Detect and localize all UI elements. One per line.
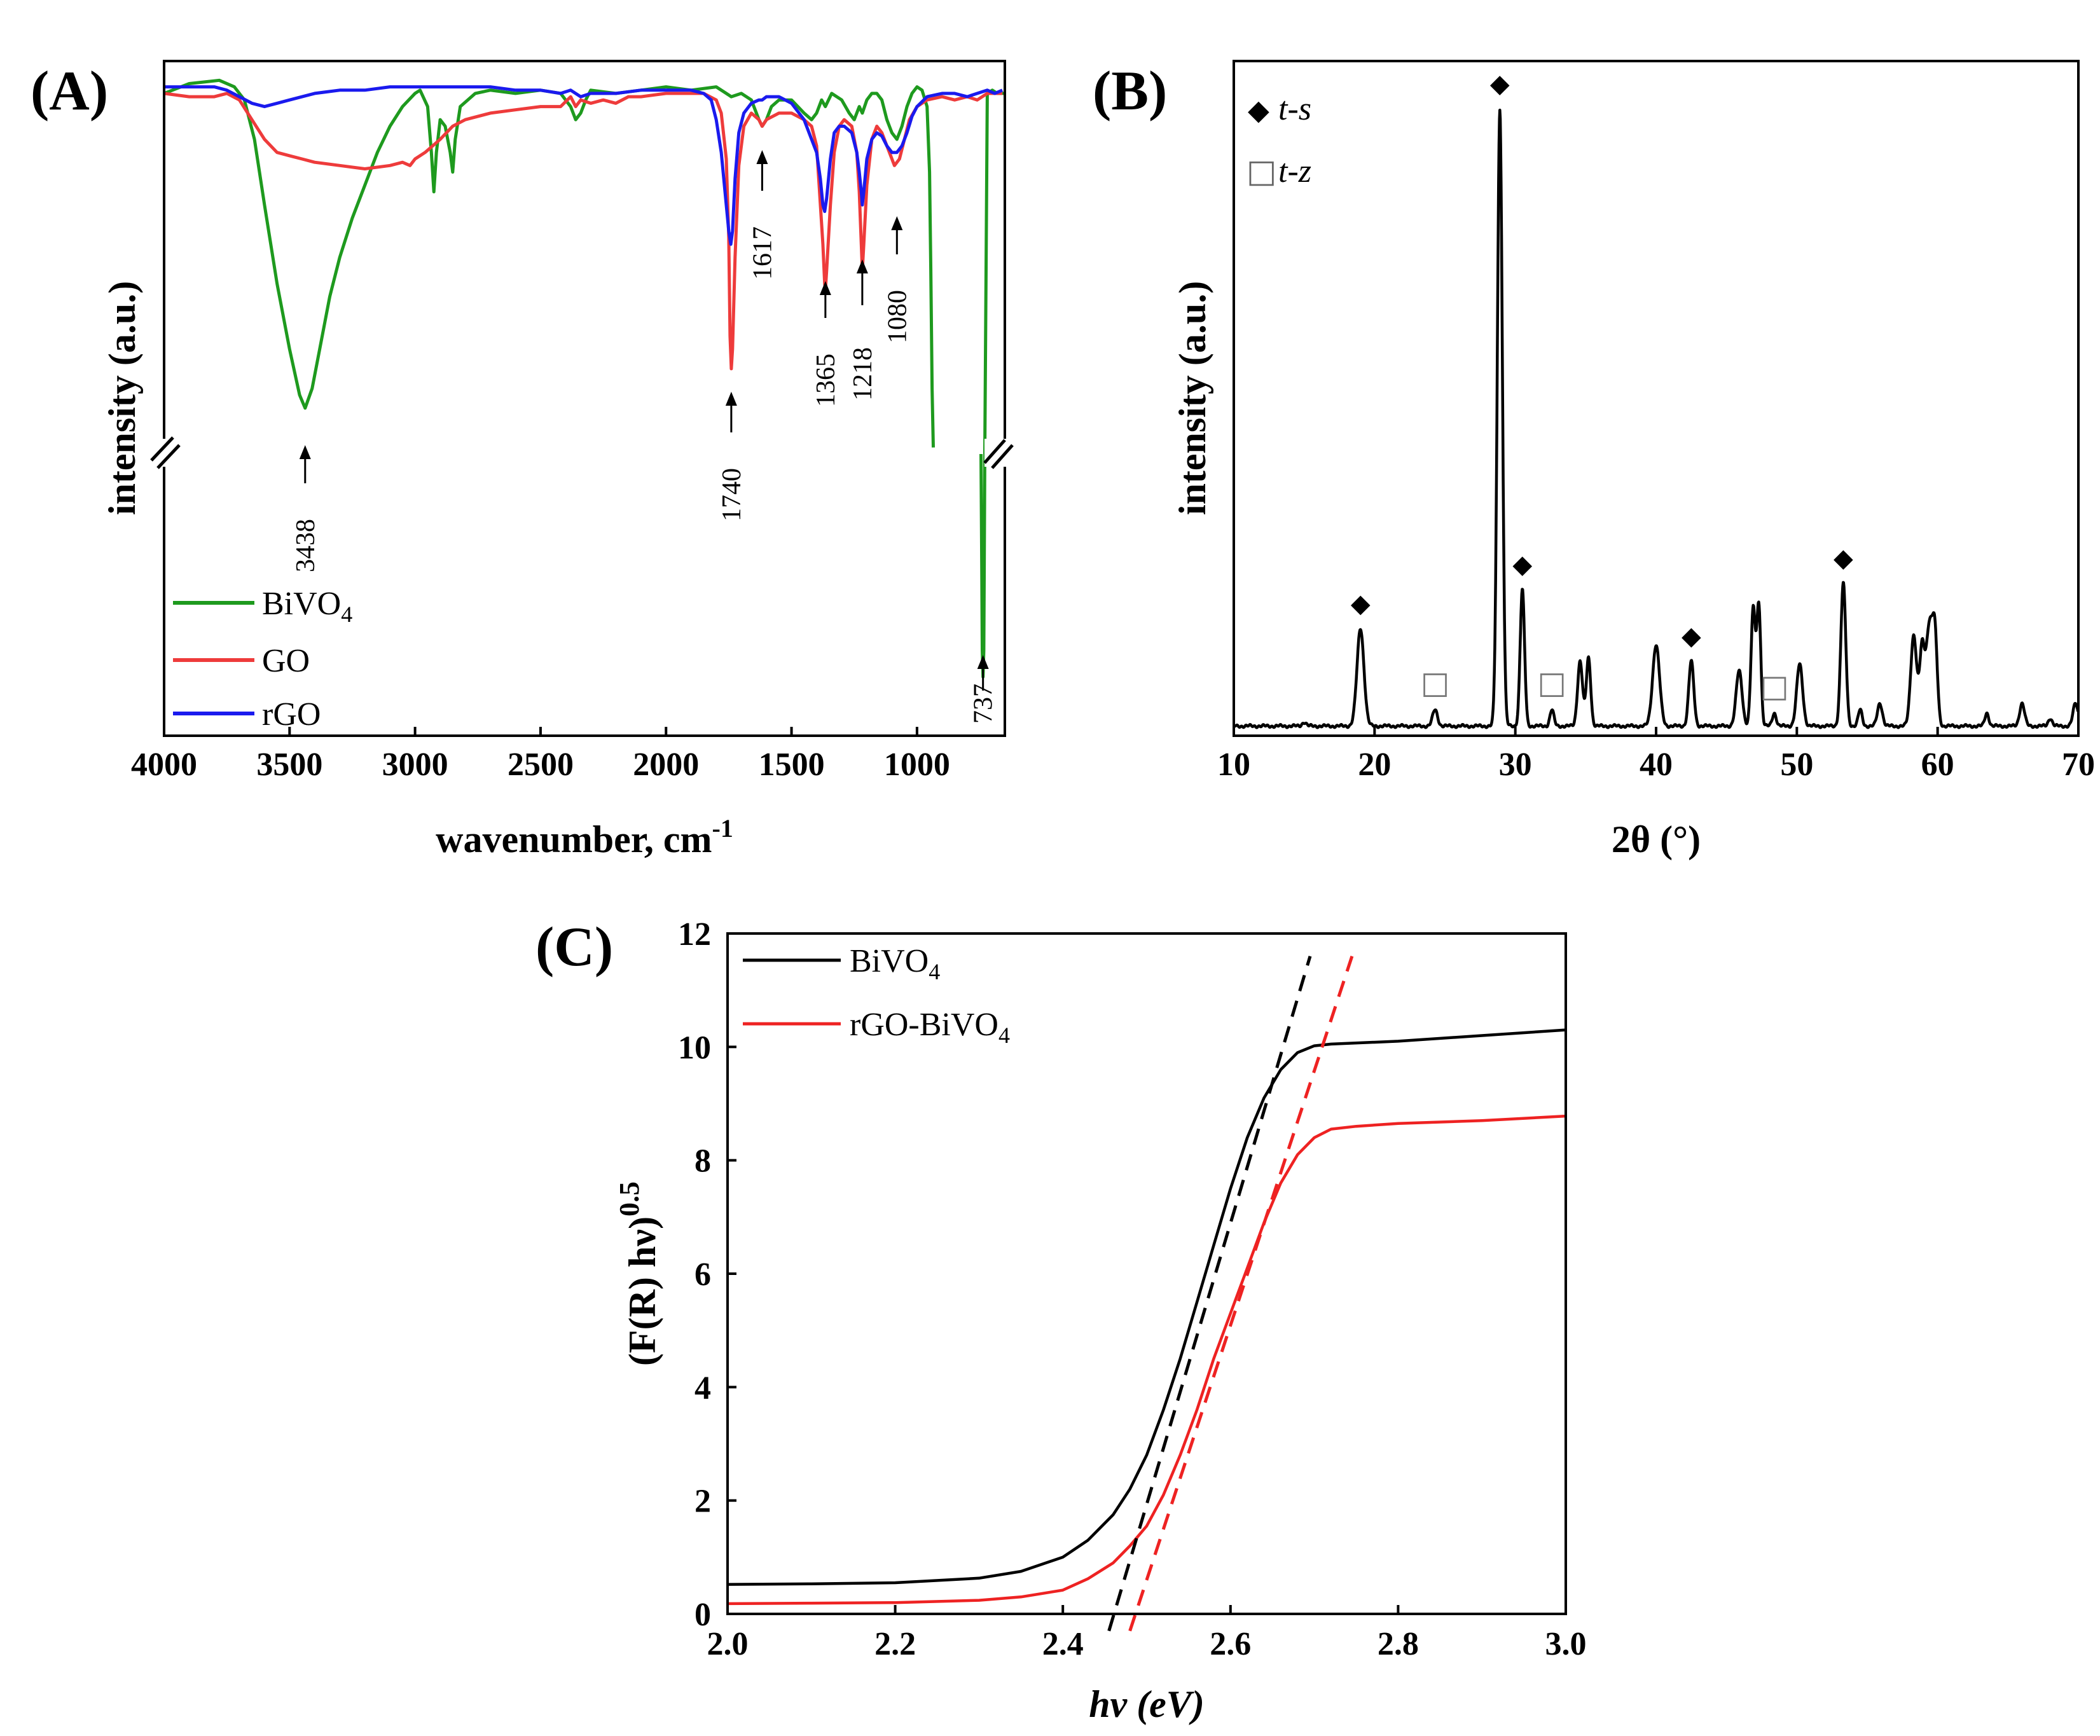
phase-marker-t-s-19: ◆ xyxy=(1351,589,1371,618)
annotation-label-737: 737 xyxy=(969,684,998,724)
panel-c-y-axis-title: (F(R) hν)0.5 xyxy=(614,1181,663,1366)
annotation-arrow-head-3438 xyxy=(299,445,311,459)
x-tick-label-1500: 1500 xyxy=(759,747,825,783)
annotation-label-1080: 1080 xyxy=(883,290,912,343)
panel-b-y-axis-title: intensity (a.u.) xyxy=(1171,281,1213,515)
series-line-rgo-bivo4 xyxy=(727,1114,1566,1606)
panel-a-label: (A) xyxy=(31,60,108,122)
phase-marker-t-z-48.4: □ xyxy=(1760,668,1788,704)
panel-a-frame xyxy=(163,60,1006,737)
panel-a-y-axis-title: intensity (a.u.) xyxy=(101,281,143,515)
tangent-line-rgo-bivo4 xyxy=(1128,955,1354,1632)
legend-label-rgo: rGO xyxy=(262,696,321,733)
series-line-rgo xyxy=(164,85,1004,246)
y-tick-label-10: 10 xyxy=(678,1030,711,1066)
legend-label-tz: t-z xyxy=(1278,153,1311,189)
annotation-arrow-head-1218 xyxy=(856,259,868,273)
x-tick-label-4000: 4000 xyxy=(131,747,197,783)
panel-b-phase-markers: ◆ ◆ ◆ ◆ ◆ □ □ □ xyxy=(1351,69,1853,704)
x-tick-label-10: 10 xyxy=(1217,747,1250,783)
x-tick-label-3500: 3500 xyxy=(256,747,322,783)
panel-c-x-axis-title: hν (eV) xyxy=(1089,1683,1205,1725)
legend-label-bivo4: BiVO4 xyxy=(262,586,352,627)
panel-c: (C) 2.0 2.2 2.4 2.6 2.8 3.0 0 2 4 6 8 10 12 BiVO4 rG… xyxy=(535,916,1587,1725)
annotation-arrow-head-1365 xyxy=(819,281,831,295)
annotation-label-1740: 1740 xyxy=(717,468,747,521)
panel-c-label: (C) xyxy=(535,916,613,978)
annotation-arrow-head-1080 xyxy=(891,216,903,230)
annotation-label-1617: 1617 xyxy=(748,226,777,280)
annotation-arrow-head-737 xyxy=(977,655,989,669)
x-tick-label-2.6: 2.6 xyxy=(1210,1626,1251,1662)
x-tick-label-2.8: 2.8 xyxy=(1378,1626,1419,1662)
panel-c-axis-ticks: 2.0 2.2 2.4 2.6 2.8 3.0 0 2 4 6 8 10 12 xyxy=(678,916,1587,1662)
x-tick-label-60: 60 xyxy=(1921,747,1954,783)
y-tick-label-2: 2 xyxy=(694,1484,711,1520)
panel-b-legend: ◆ t-s □ t-z xyxy=(1247,91,1311,189)
y-tick-label-6: 6 xyxy=(694,1257,711,1293)
y-tick-label-0: 0 xyxy=(694,1597,711,1633)
panel-a: (A) 4000 3500 3000 2500 2000 1500 1000 3438 174… xyxy=(31,60,1014,860)
legend-label-c-bivo4: BiVO4 xyxy=(850,943,940,984)
legend-label-c-rgo-bivo4: rGO-BiVO4 xyxy=(850,1007,1010,1048)
panel-c-plot-area xyxy=(727,955,1566,1632)
x-tick-label-70: 70 xyxy=(2062,747,2095,783)
tangent-line-bivo4 xyxy=(1107,955,1312,1632)
x-tick-label-2: 2.0 xyxy=(707,1626,749,1662)
phase-marker-t-s-28.9: ◆ xyxy=(1490,69,1510,99)
annotation-label-1218: 1218 xyxy=(848,347,878,401)
panel-a-legend: BiVO4 GO rGO xyxy=(173,586,352,733)
legend-label-ts: t-s xyxy=(1278,91,1311,127)
x-tick-label-2500: 2500 xyxy=(508,747,574,783)
x-tick-label-50: 50 xyxy=(1780,747,1813,783)
x-tick-label-2000: 2000 xyxy=(633,747,699,783)
annotation-arrow-head-1740 xyxy=(725,392,737,406)
y-tick-label-4: 4 xyxy=(694,1370,711,1406)
panel-a-x-ticks: 4000 3500 3000 2500 2000 1500 1000 xyxy=(131,727,950,783)
legend-label-go: GO xyxy=(262,643,310,679)
panel-b-label: (B) xyxy=(1093,60,1167,122)
y-tick-label-12: 12 xyxy=(678,916,711,953)
xrd-pattern-line xyxy=(1233,108,2080,729)
y-tick-label-8: 8 xyxy=(694,1143,711,1180)
phase-marker-t-s-53.3: ◆ xyxy=(1834,544,1853,573)
panel-b: (B) 10 20 30 40 50 60 70 ◆◆◆◆◆□ □ □ ◆ t-s □ t-z … xyxy=(1093,60,2095,860)
phase-marker-t-z-24.3: □ xyxy=(1421,665,1449,701)
annotation-label-3438: 3438 xyxy=(291,519,321,572)
panel-b-x-axis-title: 2θ (°) xyxy=(1612,818,1701,860)
phase-marker-t-s-30.5: ◆ xyxy=(1512,550,1532,579)
panel-c-legend: BiVO4 rGO-BiVO4 xyxy=(743,943,1010,1048)
x-tick-label-20: 20 xyxy=(1358,747,1391,783)
x-tick-label-3000: 3000 xyxy=(382,747,448,783)
series-line-go xyxy=(163,92,1003,371)
panel-a-x-axis-break xyxy=(983,439,1014,469)
phase-marker-t-s-42.5: ◆ xyxy=(1682,622,1701,651)
annotation-label-1365: 1365 xyxy=(812,354,841,407)
legend-symbol-ts: ◆ xyxy=(1248,94,1269,127)
panel-a-y-axis-break xyxy=(150,436,181,469)
annotation-arrow-head-1617 xyxy=(756,150,768,164)
panel-a-x-axis-title: wavenumber, cm-1 xyxy=(436,814,733,860)
phase-marker-t-z-32.6: □ xyxy=(1538,665,1566,701)
x-tick-label-2.4: 2.4 xyxy=(1042,1626,1084,1662)
x-tick-label-40: 40 xyxy=(1640,747,1673,783)
panel-a-plot-area xyxy=(163,78,1005,679)
series-line-bivo-break xyxy=(979,88,1005,679)
panel-b-plot-area xyxy=(1233,108,2080,729)
panel-b-x-ticks: 10 20 30 40 50 60 70 xyxy=(1217,727,2095,783)
series-line-bivo4 xyxy=(727,1028,1566,1586)
x-tick-label-3: 3.0 xyxy=(1545,1626,1587,1662)
legend-symbol-tz: □ xyxy=(1247,153,1276,189)
x-tick-label-1000: 1000 xyxy=(884,747,950,783)
x-tick-label-2.2: 2.2 xyxy=(874,1626,916,1662)
x-tick-label-30: 30 xyxy=(1499,747,1532,783)
